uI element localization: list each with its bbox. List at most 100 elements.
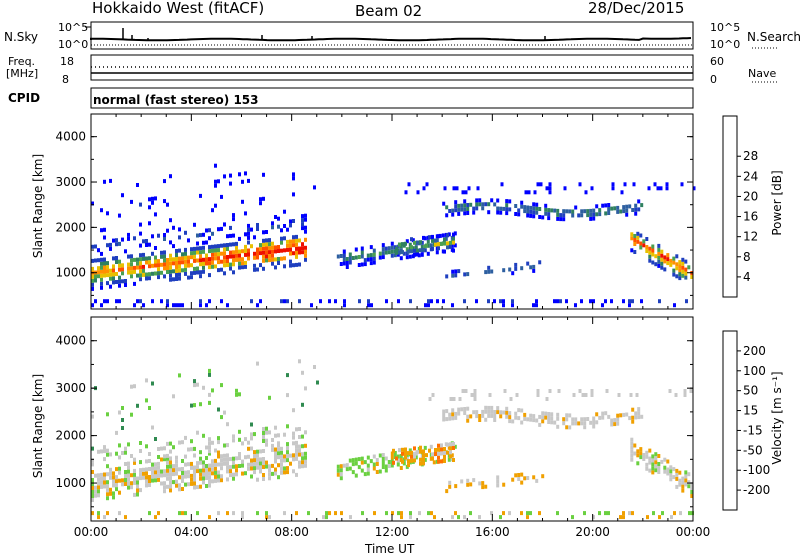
heatmap-cell: [226, 243, 229, 247]
heatmap-cell: [106, 511, 109, 516]
heatmap-cell: [514, 415, 518, 420]
heatmap-cell: [100, 484, 103, 489]
heatmap-cell: [232, 270, 235, 275]
heatmap-cell: [94, 299, 97, 304]
heatmap-cell: [372, 466, 376, 471]
heatmap-cell: [526, 209, 530, 214]
heatmap-cell: [286, 373, 289, 378]
heatmap-cell: [106, 273, 109, 278]
heatmap-cell: [538, 260, 542, 265]
heatmap-cell: [295, 250, 298, 255]
heatmap-cell: [298, 444, 301, 449]
heatmap-cell: [478, 481, 482, 486]
heatmap-cell: [434, 448, 437, 452]
heatmap-cell: [580, 299, 583, 304]
heatmap-cell: [422, 461, 425, 466]
heatmap-cell: [601, 303, 604, 308]
heatmap-cell: [154, 259, 157, 264]
sky-panel-frame: [90, 21, 694, 50]
heatmap-cell: [601, 203, 605, 208]
heatmap-cell: [496, 475, 500, 480]
heatmap-cell: [437, 459, 440, 464]
heatmap-cell: [196, 465, 199, 470]
heatmap-cell: [112, 238, 115, 243]
heatmap-cell: [112, 471, 115, 476]
heatmap-cell: [220, 251, 223, 256]
heatmap-cell: [431, 452, 434, 457]
heatmap-cell: [175, 257, 178, 261]
heatmap-cell: [450, 453, 454, 458]
heatmap-cell: [136, 484, 139, 489]
heatmap-cell: [527, 190, 531, 195]
heatmap-cell: [636, 239, 640, 244]
heatmap-cell: [124, 283, 127, 287]
heatmap-cell: [405, 239, 409, 244]
heatmap-cell: [139, 265, 142, 270]
heatmap-cell: [448, 480, 452, 485]
heatmap-cell: [202, 433, 205, 438]
heatmap-cell: [678, 482, 682, 487]
heatmap-cell: [286, 393, 289, 398]
heatmap-cell: [232, 250, 235, 255]
heatmap-cell: [395, 246, 398, 251]
freq-label: Freq.: [8, 55, 36, 68]
heatmap-cell: [262, 427, 265, 431]
heatmap-cell: [604, 511, 607, 516]
heatmap-cell: [115, 483, 118, 488]
heatmap-cell: [630, 457, 634, 462]
heatmap-cell: [106, 281, 109, 286]
heatmap-cell: [292, 239, 295, 244]
heatmap-cell: [648, 246, 652, 251]
heatmap-cell: [91, 414, 94, 419]
colorbar-tick-label: 4: [743, 270, 751, 284]
heatmap-cell: [238, 261, 241, 266]
heatmap-cell: [163, 473, 166, 478]
heatmap-cell: [604, 411, 608, 416]
heatmap-cell: [361, 511, 364, 516]
heatmap-cell: [656, 186, 660, 191]
heatmap-cell: [175, 479, 178, 484]
heatmap-cell: [172, 261, 175, 266]
heatmap-cell: [91, 266, 94, 271]
heatmap-cell: [466, 418, 470, 423]
heatmap-cell: [292, 176, 295, 181]
heatmap-cell: [654, 460, 658, 465]
heatmap-cell: [283, 264, 286, 269]
nave-tick-bottom: 0: [710, 73, 717, 86]
heatmap-cell: [148, 459, 151, 463]
heatmap-cell: [688, 511, 691, 516]
heatmap-cell: [133, 384, 136, 389]
heatmap-cell: [202, 257, 205, 262]
heatmap-cell: [466, 482, 470, 487]
heatmap-cell: [675, 484, 679, 489]
heatmap-cell: [118, 410, 121, 415]
heatmap-cell: [535, 303, 538, 308]
heatmap-cell: [663, 259, 667, 264]
heatmap-cell: [145, 260, 148, 265]
heatmap-cell: [401, 242, 404, 247]
heatmap-cell: [169, 456, 172, 461]
heatmap-cell: [277, 463, 280, 468]
heatmap-cell: [100, 273, 103, 278]
heatmap-cell: [280, 450, 283, 455]
heatmap-cell: [256, 453, 259, 458]
heatmap-cell: [692, 186, 696, 191]
heatmap-cell: [635, 393, 639, 397]
heatmap-cell: [283, 458, 286, 463]
heatmap-cell: [103, 227, 106, 232]
heatmap-cell: [351, 470, 355, 475]
heatmap-cell: [419, 457, 422, 462]
heatmap-cell: [226, 422, 229, 427]
heatmap-cell: [675, 262, 679, 267]
heatmap-cell: [106, 484, 109, 489]
heatmap-cell: [640, 299, 643, 304]
heatmap-cell: [437, 242, 440, 247]
heatmap-cell: [661, 511, 664, 516]
heatmap-cell: [442, 409, 446, 414]
heatmap-cell: [463, 207, 467, 212]
date-label: 28/Dec/2015: [588, 0, 685, 17]
heatmap-cell: [91, 478, 94, 482]
heatmap-cell: [679, 511, 682, 516]
heatmap-cell: [244, 211, 247, 216]
heatmap-cell: [151, 200, 154, 205]
